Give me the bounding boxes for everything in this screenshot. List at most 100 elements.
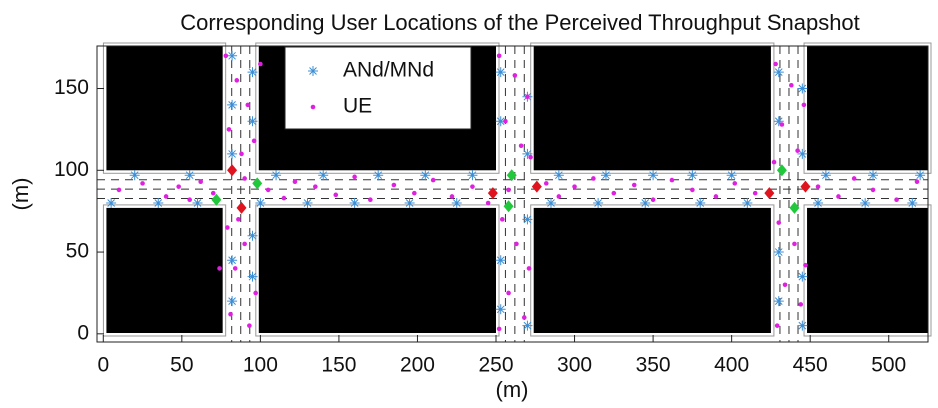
ue-point	[265, 187, 271, 193]
ue-point	[815, 184, 821, 189]
ue-point	[503, 118, 508, 124]
ue-point	[198, 179, 203, 185]
x-tick-label: 500	[871, 354, 906, 377]
building	[533, 207, 771, 334]
and-point	[915, 170, 926, 181]
ue-point	[774, 323, 780, 328]
road-edge	[255, 204, 500, 337]
building	[807, 46, 928, 171]
and-point	[227, 255, 238, 266]
ue-point	[368, 197, 373, 203]
ue-point	[789, 82, 794, 88]
ue-point	[217, 266, 222, 271]
ue-point	[228, 311, 233, 317]
and-point	[247, 116, 258, 127]
and-point	[192, 197, 203, 208]
x-tick-label: 150	[321, 354, 356, 377]
building	[106, 207, 223, 334]
and-point	[726, 170, 737, 181]
ue-point	[176, 184, 181, 189]
and-point	[545, 197, 556, 208]
ue-point	[258, 61, 263, 67]
and-point	[318, 170, 329, 181]
ue-point	[512, 73, 518, 78]
x-tick-label: 0	[97, 354, 109, 377]
and-point	[495, 67, 506, 78]
and-point	[868, 170, 879, 181]
signal	[531, 180, 542, 193]
and-point	[227, 296, 238, 307]
and-point	[522, 320, 533, 331]
y-tick-label: 150	[54, 76, 89, 99]
axes-frame	[96, 45, 929, 343]
ue-point	[430, 177, 436, 183]
ue-point	[506, 187, 511, 193]
signal	[227, 164, 238, 177]
legend-label: ANd/MNd	[343, 59, 434, 82]
ue-point	[187, 197, 192, 203]
and-point	[227, 50, 238, 61]
and-point	[860, 197, 871, 208]
and-point	[797, 83, 808, 94]
building	[106, 46, 223, 171]
and-point	[349, 197, 360, 208]
ue-point	[496, 53, 502, 59]
ue-point	[801, 102, 807, 108]
ue-point	[242, 176, 247, 181]
ue-point	[525, 94, 530, 99]
ue-point	[870, 187, 876, 193]
and-point	[451, 197, 462, 208]
and-point	[129, 170, 140, 181]
ue-point	[242, 241, 247, 247]
ue-point	[251, 138, 257, 144]
legend-marker	[310, 104, 316, 110]
road-edge	[102, 42, 227, 174]
road-edge	[255, 42, 500, 174]
x-tick-label: 200	[400, 354, 435, 377]
ue-point	[253, 290, 258, 296]
ue-point	[470, 184, 475, 189]
legend-box	[284, 46, 472, 130]
ue-point	[713, 194, 719, 199]
ue-point	[239, 151, 244, 157]
and-point	[227, 148, 238, 159]
and-point	[797, 271, 808, 282]
ue-point	[914, 179, 920, 185]
ue-point	[650, 197, 656, 203]
and-point	[404, 197, 415, 208]
and-point	[247, 230, 258, 241]
ue-point	[313, 184, 318, 189]
ue-point	[140, 181, 145, 186]
and-point	[907, 197, 918, 208]
x-tick-label: 450	[793, 354, 828, 377]
ue-point	[669, 177, 675, 183]
ue-point	[690, 187, 695, 193]
and-point	[495, 255, 506, 266]
and-point	[247, 271, 258, 282]
ue-point	[631, 182, 637, 188]
ue-point	[391, 182, 397, 188]
x-tick-label: 400	[714, 354, 749, 377]
ue-point	[795, 148, 800, 153]
signal	[487, 187, 498, 200]
road-edge	[102, 204, 227, 337]
ue-point	[798, 302, 804, 307]
y-axis-label: (m)	[8, 178, 33, 211]
and-point	[773, 247, 784, 258]
and-point	[773, 296, 784, 307]
y-tick-label: 50	[66, 240, 89, 263]
building	[533, 46, 771, 171]
ue-point	[752, 190, 758, 196]
legend-marker	[308, 66, 318, 76]
ue-point	[247, 323, 252, 328]
signal	[776, 164, 787, 177]
and-point	[255, 197, 266, 208]
ue-point	[232, 266, 238, 271]
legend-label: UE	[343, 95, 372, 118]
and-point	[153, 197, 164, 208]
x-tick-label: 250	[478, 354, 513, 377]
ue-point	[223, 53, 229, 59]
ue-point	[803, 262, 808, 268]
ue-point	[526, 266, 532, 271]
ue-point	[163, 194, 169, 199]
